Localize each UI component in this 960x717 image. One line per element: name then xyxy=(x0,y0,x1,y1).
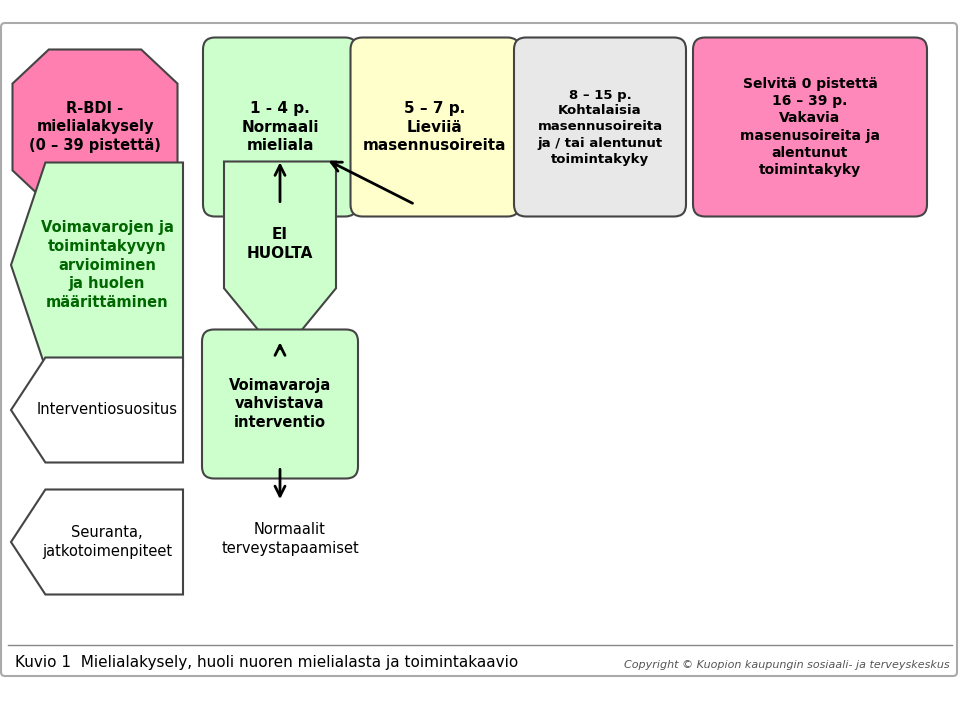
Polygon shape xyxy=(11,163,183,368)
Polygon shape xyxy=(11,490,183,594)
FancyBboxPatch shape xyxy=(202,330,358,478)
Text: Selvitä 0 pistettä
16 – 39 p.
Vakavia
masenusoireita ja
alentunut
toimintakyky: Selvitä 0 pistettä 16 – 39 p. Vakavia ma… xyxy=(740,77,880,177)
Text: R-BDI -
mielialakysely
(0 – 39 pistettä): R-BDI - mielialakysely (0 – 39 pistettä) xyxy=(29,101,161,153)
Text: Interventiosuositus: Interventiosuositus xyxy=(36,402,178,417)
Text: Seuranta,
jatkotoimenpiteet: Seuranta, jatkotoimenpiteet xyxy=(42,525,172,559)
Polygon shape xyxy=(11,358,183,462)
FancyBboxPatch shape xyxy=(350,37,519,217)
Text: 5 – 7 p.
Lieviiä
masennusoireita: 5 – 7 p. Lieviiä masennusoireita xyxy=(363,101,507,153)
FancyBboxPatch shape xyxy=(1,23,957,676)
Text: EI
HUOLTA: EI HUOLTA xyxy=(247,227,313,261)
Text: 8 – 15 p.
Kohtalaisia
masennusoireita
ja / tai alentunut
toimintakyky: 8 – 15 p. Kohtalaisia masennusoireita ja… xyxy=(538,88,662,166)
FancyBboxPatch shape xyxy=(693,37,927,217)
Polygon shape xyxy=(224,161,336,356)
FancyBboxPatch shape xyxy=(514,37,686,217)
Polygon shape xyxy=(12,49,178,204)
Text: Voimavaroja
vahvistava
interventio: Voimavaroja vahvistava interventio xyxy=(228,378,331,430)
Text: Kuvio 1  Mielialakysely, huoli nuoren mielialasta ja toimintakaavio: Kuvio 1 Mielialakysely, huoli nuoren mie… xyxy=(15,655,518,670)
Text: Copyright © Kuopion kaupungin sosiaali- ja terveyskeskus: Copyright © Kuopion kaupungin sosiaali- … xyxy=(624,660,950,670)
Text: 1 - 4 p.
Normaali
mieliala: 1 - 4 p. Normaali mieliala xyxy=(241,101,319,153)
Text: Normaalit
terveystapaamiset: Normaalit terveystapaamiset xyxy=(221,522,359,556)
FancyBboxPatch shape xyxy=(203,37,357,217)
Text: Voimavarojen ja
toimintakyvyn
arvioiminen
ja huolen
määrittäminen: Voimavarojen ja toimintakyvyn arvioimine… xyxy=(40,220,174,310)
